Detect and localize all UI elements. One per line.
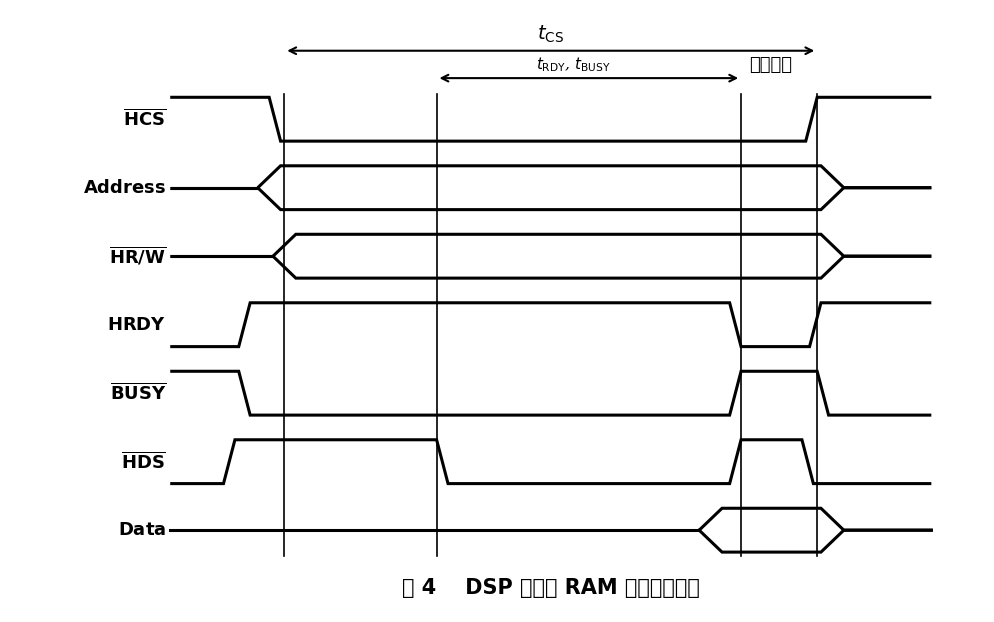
Text: $\mathbf{HRDY}$: $\mathbf{HRDY}$ [107, 316, 166, 333]
Text: 数据采集: 数据采集 [747, 56, 791, 74]
Text: $t_{\rm CS}$: $t_{\rm CS}$ [537, 24, 564, 45]
Text: $\mathbf{Data}$: $\mathbf{Data}$ [118, 521, 166, 539]
Text: $\overline{\mathbf{BUSY}}$: $\overline{\mathbf{BUSY}}$ [109, 383, 166, 404]
Text: $\overline{\mathbf{HR/W}}$: $\overline{\mathbf{HR/W}}$ [109, 245, 166, 267]
Text: $t_{\rm RDY}$, $t_{\rm BUSY}$: $t_{\rm RDY}$, $t_{\rm BUSY}$ [536, 55, 610, 74]
Text: $\overline{\mathbf{HCS}}$: $\overline{\mathbf{HCS}}$ [123, 109, 166, 129]
Text: $\overline{\mathbf{HDS}}$: $\overline{\mathbf{HDS}}$ [121, 452, 166, 472]
Text: 图 4    DSP 和双口 RAM 数据读写时序: 图 4 DSP 和双口 RAM 数据读写时序 [402, 578, 699, 598]
Text: $\mathbf{Address}$: $\mathbf{Address}$ [83, 179, 166, 197]
